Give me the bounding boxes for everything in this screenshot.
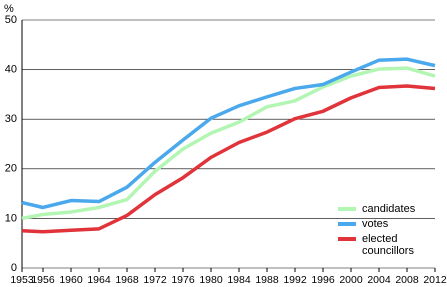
y-tick-label: 0 — [11, 262, 17, 274]
x-tick-label: 1972 — [143, 274, 167, 286]
x-tick-label: 1953 — [10, 274, 34, 286]
y-tick-label: 50 — [5, 14, 17, 26]
y-axis-label: % — [4, 3, 14, 15]
x-tick-label: 1956 — [31, 274, 55, 286]
x-tick-label: 1980 — [199, 274, 223, 286]
legend-swatch — [338, 222, 356, 226]
legend-label: elected councillors — [362, 233, 414, 257]
legend: candidates votes elected councillors — [338, 203, 442, 260]
x-tick-label: 2012 — [423, 274, 447, 286]
x-tick-label: 1988 — [255, 274, 279, 286]
legend-swatch — [338, 207, 356, 211]
legend-label: candidates — [362, 203, 416, 215]
series-line — [21, 57, 436, 210]
legend-label: votes — [362, 218, 389, 230]
x-tick-label: 1968 — [115, 274, 139, 286]
legend-item: elected councillors — [338, 233, 442, 257]
x-tick-label: 1976 — [171, 274, 195, 286]
series-line — [21, 66, 436, 221]
x-tick-label: 2000 — [339, 274, 363, 286]
x-tick-label: 1964 — [87, 274, 111, 286]
x-tick-label: 2008 — [395, 274, 419, 286]
y-tick-label: 10 — [5, 212, 17, 224]
x-tick-label: 2004 — [367, 274, 391, 286]
series-line — [21, 84, 436, 234]
legend-swatch — [338, 237, 356, 241]
y-tick-label: 40 — [5, 64, 17, 76]
x-tick-label: 1960 — [59, 274, 83, 286]
y-tick-label: 30 — [5, 113, 17, 125]
legend-item: candidates — [338, 203, 442, 215]
x-tick-label: 1984 — [227, 274, 251, 286]
x-tick-label: 1992 — [283, 274, 307, 286]
y-tick-label: 20 — [5, 163, 17, 175]
x-tick-label: 1996 — [311, 274, 335, 286]
legend-item: votes — [338, 218, 442, 230]
